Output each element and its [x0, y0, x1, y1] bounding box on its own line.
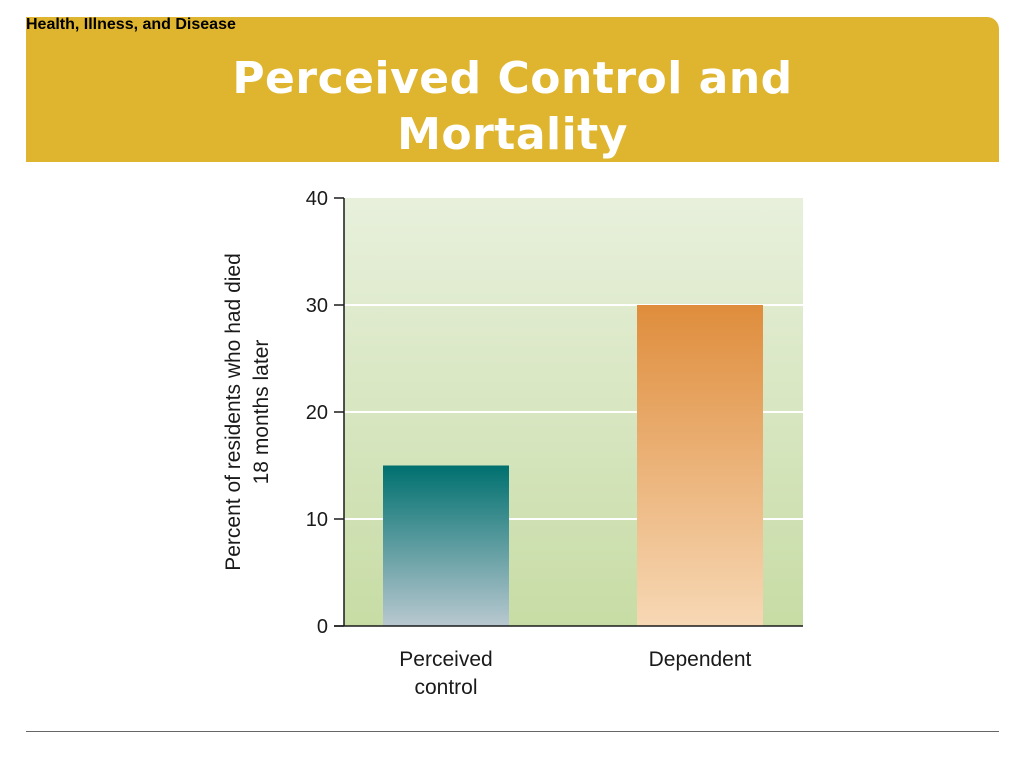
x-tick-label: Perceived control	[399, 648, 492, 699]
slide-title: Perceived Control and Mortality	[26, 51, 999, 163]
y-tick-label: 40	[306, 188, 328, 210]
slide-title-line-2: Mortality	[397, 109, 628, 160]
y-tick-labels: 0 10 20 30 40	[306, 188, 328, 638]
y-tick-label: 0	[317, 616, 328, 638]
title-band	[26, 17, 999, 162]
y-tick-label: 20	[306, 402, 328, 424]
section-label: Health, Illness, and Disease	[26, 16, 236, 33]
bottom-divider	[26, 731, 999, 732]
bars	[383, 305, 763, 626]
y-axis-label: Percent of residents who had died 18 mont…	[222, 253, 273, 571]
bar-perceived-control	[383, 465, 509, 626]
x-tick-label: Dependent	[649, 648, 752, 671]
slide-title-line-1: Perceived Control and	[232, 53, 793, 104]
y-tick-label: 30	[306, 295, 328, 317]
y-tick-label: 10	[306, 509, 328, 531]
x-tick-labels: Perceived control Dependent	[399, 648, 751, 699]
axes	[334, 197, 803, 627]
bar-dependent	[637, 305, 763, 626]
y-axis-label-text: Percent of residents who had died 18 mont…	[222, 253, 273, 571]
